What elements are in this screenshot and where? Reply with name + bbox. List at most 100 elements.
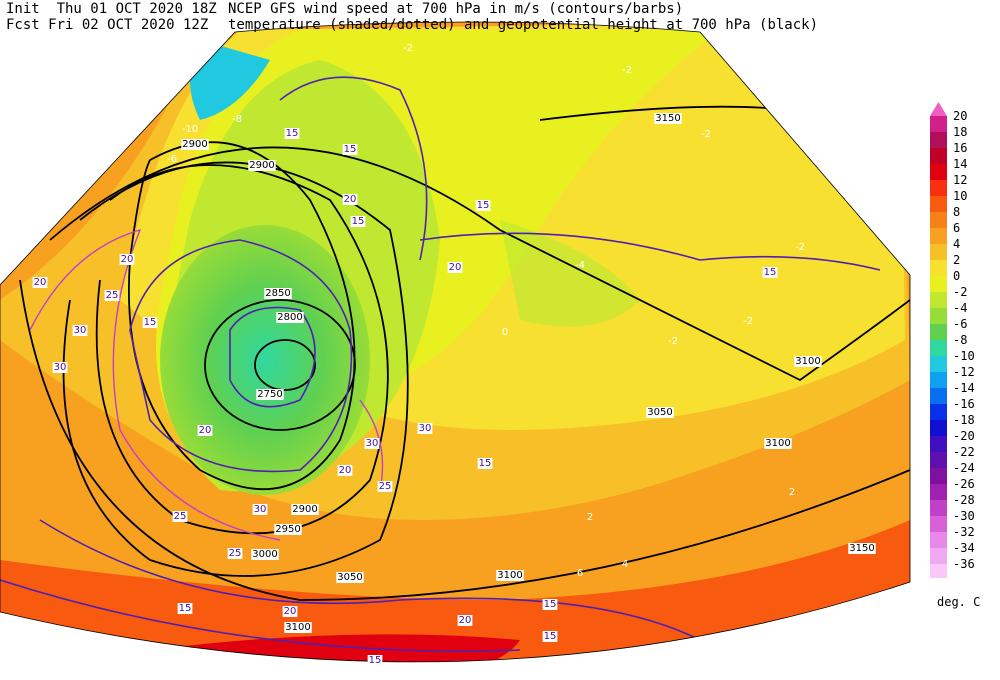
- colorbar-swatch: [930, 548, 947, 564]
- wind-label: 20: [339, 465, 352, 476]
- map-labels: 2900 2900 2850 2800 2750 2900 2950 3000 3050 3100…: [32, 43, 876, 666]
- wind-label: 15: [544, 599, 557, 610]
- colorbar-label: 16: [953, 141, 967, 155]
- colorbar-label: 20: [953, 109, 967, 123]
- map-border: [0, 21, 911, 663]
- wind-label: 30: [74, 325, 87, 336]
- colorbar-label: -6: [953, 317, 967, 331]
- label-background: [274, 524, 302, 535]
- colorbar-label: -24: [953, 461, 975, 475]
- label-background: [457, 615, 473, 626]
- wind-label: 20: [121, 254, 134, 265]
- wind-label: 30: [419, 423, 432, 434]
- colorbar-label: -18: [953, 413, 975, 427]
- wind-label: 20: [449, 262, 462, 273]
- colorbar-label: 8: [953, 205, 960, 219]
- label-background: [142, 317, 158, 328]
- init-time: Init Thu 01 OCT 2020 18Z: [6, 1, 217, 17]
- wind-label: 15: [479, 458, 492, 469]
- label-background: [291, 504, 319, 515]
- forecast-time: Fcst Fri 02 OCT 2020 12Z: [6, 17, 208, 33]
- label-background: [367, 655, 383, 666]
- height-label: 3150: [655, 113, 680, 124]
- wind-label: 15: [544, 631, 557, 642]
- wind-label: 15: [144, 317, 157, 328]
- temperature-label: -2: [622, 65, 632, 76]
- temperature-label: -2: [743, 316, 753, 327]
- label-background: [104, 290, 120, 301]
- label-background: [119, 254, 135, 265]
- wind-label: 15: [369, 655, 382, 666]
- height-label: 3100: [795, 356, 820, 367]
- height-label: 2900: [292, 504, 317, 515]
- wind-label: 25: [379, 481, 392, 492]
- colorbar-swatch: [930, 148, 947, 164]
- colorbar-swatch: [930, 532, 947, 548]
- colorbar-label: 18: [953, 125, 967, 139]
- height-label: 3150: [849, 543, 874, 554]
- colorbar-swatch: [930, 372, 947, 388]
- label-background: [762, 267, 778, 278]
- wind-label: 30: [54, 362, 67, 373]
- label-background: [252, 504, 268, 515]
- colorbar-label: -36: [953, 557, 975, 571]
- label-background: [197, 425, 213, 436]
- colorbar-label: 10: [953, 189, 967, 203]
- label-background: [764, 438, 792, 449]
- colorbar-swatch: [930, 212, 947, 228]
- height-label: 3100: [765, 438, 790, 449]
- colorbar-swatch: [930, 388, 947, 404]
- label-background: [282, 606, 298, 617]
- colorbar-label: -16: [953, 397, 975, 411]
- colorbar-swatch: [930, 452, 947, 468]
- colorbar-label: -8: [953, 333, 967, 347]
- wind-label: 15: [352, 216, 365, 227]
- colorbar-label: -22: [953, 445, 975, 459]
- colorbar-swatch: [930, 564, 947, 578]
- wind-label: 15: [286, 128, 299, 139]
- label-background: [477, 458, 493, 469]
- label-background: [447, 262, 463, 273]
- colorbar-swatch: [930, 468, 947, 484]
- temperature-label: 6: [577, 568, 583, 579]
- label-background: [248, 160, 276, 171]
- colorbar-swatch: [930, 516, 947, 532]
- colorbar-swatch: [930, 324, 947, 340]
- height-label: 2800: [277, 312, 302, 323]
- colorbar-label: -4: [953, 301, 967, 315]
- label-background: [848, 543, 876, 554]
- label-background: [251, 549, 279, 560]
- colorbar-swatch: [930, 164, 947, 180]
- height-label: 3100: [497, 570, 522, 581]
- colorbar-label: -32: [953, 525, 975, 539]
- label-background: [654, 113, 682, 124]
- temperature-label: 0: [502, 327, 508, 338]
- colorbar-swatch: [930, 404, 947, 420]
- label-background: [496, 570, 524, 581]
- temperature-label: -4: [575, 260, 585, 271]
- colorbar-swatch: [930, 196, 947, 212]
- wind-label: 15: [179, 603, 192, 614]
- wind-label: 25: [229, 548, 242, 559]
- label-background: [227, 548, 243, 559]
- colorbar-label: 14: [953, 157, 967, 171]
- label-background: [542, 599, 558, 610]
- title-line-1: NCEP GFS wind speed at 700 hPa in m/s (c…: [228, 1, 683, 17]
- wind-label: 30: [254, 504, 267, 515]
- colorbar-label: 6: [953, 221, 960, 235]
- label-background: [32, 277, 48, 288]
- label-background: [276, 312, 304, 323]
- colorbar-swatch: [930, 180, 947, 196]
- title-line-2: temperature (shaded/dotted) and geopoten…: [228, 17, 818, 33]
- label-background: [646, 407, 674, 418]
- temperature-label: -2: [403, 43, 413, 54]
- temperature-label: -2: [795, 242, 805, 253]
- wind-label: 20: [199, 425, 212, 436]
- height-label: 2850: [265, 288, 290, 299]
- label-background: [336, 572, 364, 583]
- label-background: [364, 438, 380, 449]
- colorbar-arrow: [930, 102, 947, 116]
